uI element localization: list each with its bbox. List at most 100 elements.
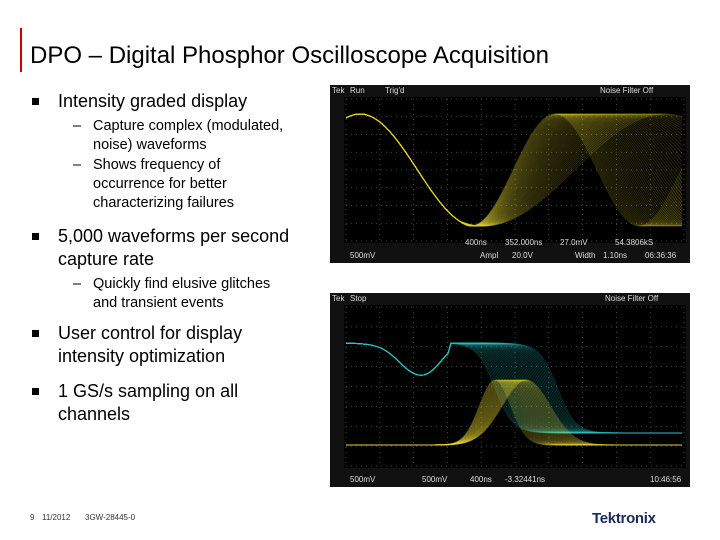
- sub-bullet: Capture complex (modulated, noise) wavef…: [73, 118, 284, 153]
- waveform: [345, 113, 683, 227]
- scope-readout: -3.32441ns: [505, 475, 546, 484]
- waveform: [345, 113, 683, 227]
- waveform-cyan: [346, 342, 682, 434]
- waveform-cyan: [346, 342, 682, 434]
- title-rule: [20, 28, 22, 72]
- bullet: User control for display intensity optim…: [32, 322, 273, 368]
- scope-readout: 27.0mV: [560, 238, 588, 247]
- waveform: [345, 113, 683, 227]
- dash: –: [73, 157, 82, 173]
- waveform-yellow: [346, 379, 682, 446]
- scope-readout: Ampl: [480, 251, 499, 260]
- waveform: [345, 113, 683, 227]
- waveform: [345, 113, 683, 227]
- waveform-cyan: [346, 342, 682, 434]
- waveform-yellow: [346, 379, 682, 446]
- waveform: [345, 113, 683, 227]
- scope-readout: 500mV: [350, 475, 376, 484]
- waveform: [345, 113, 683, 227]
- waveform-yellow: [346, 379, 682, 446]
- waveform-yellow: [346, 379, 682, 446]
- waveform: [345, 113, 683, 227]
- waveform-cyan: [346, 342, 682, 434]
- waveform-cyan: [346, 342, 682, 434]
- scope-status: Run: [350, 86, 365, 95]
- waveform-yellow: [346, 379, 682, 446]
- waveform-cyan: [346, 342, 682, 434]
- sub-bullet: Shows frequency of occurrence for better…: [73, 157, 235, 211]
- waveform-yellow: [346, 379, 682, 446]
- waveform: [345, 113, 683, 227]
- waveform-yellow: [346, 379, 682, 446]
- waveform-cyan: [346, 342, 682, 434]
- waveform: [345, 113, 683, 227]
- scope-readout: 06:36:36: [645, 251, 677, 260]
- waveform-cyan: [346, 342, 682, 434]
- waveform-cyan: [346, 342, 682, 434]
- waveform: [345, 113, 683, 227]
- waveform-yellow: [346, 379, 682, 446]
- waveform: [345, 113, 683, 227]
- waveform-cyan: [346, 342, 682, 434]
- waveform: [345, 113, 683, 227]
- waveform: [345, 113, 683, 227]
- waveform-yellow: [346, 379, 682, 446]
- waveform: [345, 113, 683, 227]
- waveform: [345, 113, 683, 227]
- scope-readout: 20.0V: [512, 251, 533, 260]
- waveform-cyan: [346, 342, 682, 434]
- scope-readout: 500mV: [350, 251, 376, 260]
- waveform-yellow: [346, 379, 682, 446]
- waveform-cyan: [346, 342, 682, 434]
- waveform-cyan: [346, 342, 682, 434]
- bullet-marker: [32, 233, 39, 240]
- waveform: [345, 113, 683, 227]
- waveform-yellow: [346, 379, 682, 446]
- waveform-cyan: [346, 342, 682, 434]
- waveform-cyan: [346, 342, 682, 434]
- waveform-cyan: [346, 342, 682, 434]
- waveform: [345, 113, 683, 227]
- waveform: [345, 113, 683, 227]
- dash: –: [73, 118, 82, 134]
- scope-status: Trig'd: [385, 86, 405, 95]
- bullet: 1 GS/s sampling on all channels: [32, 380, 273, 426]
- waveform-cyan: [346, 342, 682, 434]
- scope-readout: 1.10ns: [603, 251, 628, 260]
- waveform-yellow: [346, 379, 682, 446]
- waveform: [345, 113, 683, 227]
- waveform-yellow: [346, 379, 682, 446]
- waveform-yellow: [346, 379, 682, 446]
- waveform: [345, 113, 683, 227]
- waveform-yellow: [346, 379, 682, 446]
- waveform: [345, 113, 683, 227]
- date: 11/2012: [42, 513, 71, 522]
- waveform-cyan: [346, 342, 682, 434]
- waveform: [345, 113, 683, 227]
- scope-readout: 352.000ns: [505, 238, 543, 247]
- waveform-cyan: [346, 342, 682, 434]
- waveform-yellow: [346, 379, 682, 446]
- bullet-marker: [32, 330, 39, 337]
- waveform: [345, 113, 683, 227]
- waveform-cyan: [346, 342, 682, 434]
- waveform-yellow: [346, 379, 682, 446]
- waveform-yellow: [346, 379, 682, 446]
- waveform-yellow: [346, 379, 682, 446]
- scope-status: Tek: [332, 86, 345, 95]
- waveform: [345, 113, 683, 227]
- waveform-cyan: [346, 342, 682, 434]
- waveform-yellow: [346, 379, 682, 446]
- waveform: [345, 113, 683, 227]
- scope-status: Stop: [350, 294, 367, 303]
- doc-number: 3GW-28445-0: [85, 513, 136, 522]
- bullet: Intensity graded display: [32, 90, 288, 113]
- waveform-cyan: [346, 342, 682, 434]
- waveform-yellow: [346, 379, 682, 446]
- bullet-marker: [32, 98, 39, 105]
- waveform-yellow: [346, 379, 682, 446]
- waveform-cyan: [346, 342, 682, 434]
- waveform-yellow: [346, 379, 682, 446]
- waveform-yellow: [346, 379, 682, 446]
- scope-readout: 400ns: [470, 475, 492, 484]
